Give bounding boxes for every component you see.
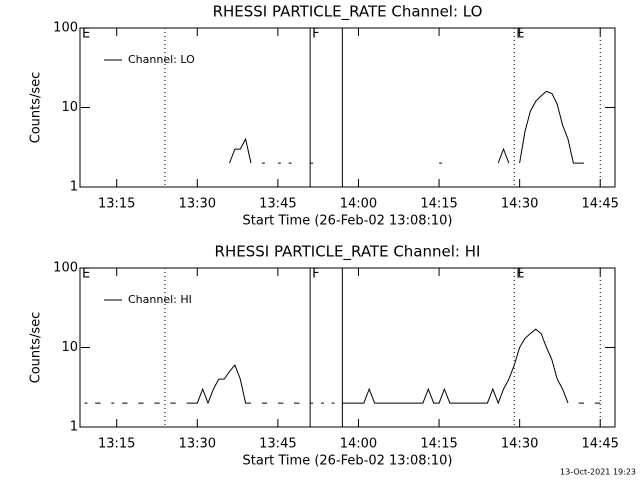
x-tick-label: 14:00: [340, 437, 377, 452]
data-line: [84, 328, 601, 405]
x-tick-label: 13:45: [259, 197, 296, 212]
x-axis-label: Start Time (26-Feb-02 13:08:10): [243, 454, 453, 469]
x-tick-label: 13:30: [179, 197, 216, 212]
y-tick-label: 10: [61, 340, 78, 355]
chart-title: RHESSI PARTICLE_RATE Channel: HI: [215, 243, 481, 262]
x-tick-label: 14:45: [581, 437, 618, 452]
flag-label: F: [312, 267, 319, 282]
y-tick-label: 1: [70, 180, 78, 195]
x-tick-label: 14:30: [501, 437, 538, 452]
x-tick-label: 14:30: [501, 197, 538, 212]
y-tick-label: 100: [53, 261, 78, 276]
legend-label: Channel: HI: [128, 293, 192, 306]
x-tick-label: 13:15: [98, 437, 135, 452]
x-tick-label: 14:15: [420, 197, 457, 212]
x-tick-label: 14:00: [340, 197, 377, 212]
flag-label: E: [516, 267, 524, 282]
flag-label: F: [312, 27, 319, 42]
data-line: [229, 90, 585, 164]
flag-label: E: [82, 267, 90, 282]
y-tick-label: 10: [61, 100, 78, 115]
x-tick-label: 13:15: [98, 197, 135, 212]
flag-label: E: [516, 27, 524, 42]
y-tick-label: 100: [53, 21, 78, 36]
y-axis-label: Counts/sec: [29, 72, 44, 144]
x-tick-label: 14:15: [420, 437, 457, 452]
chart-title: RHESSI PARTICLE_RATE Channel: LO: [213, 3, 483, 22]
y-axis-label: Counts/sec: [29, 312, 44, 384]
flag-label: E: [82, 27, 90, 42]
y-tick-label: 1: [70, 420, 78, 435]
x-tick-label: 13:45: [259, 437, 296, 452]
x-tick-label: 13:30: [179, 437, 216, 452]
footer: 13-Oct-2021 19:23: [560, 468, 636, 477]
legend-label: Channel: LO: [128, 53, 195, 66]
x-axis-label: Start Time (26-Feb-02 13:08:10): [243, 214, 453, 229]
x-tick-label: 14:45: [581, 197, 618, 212]
